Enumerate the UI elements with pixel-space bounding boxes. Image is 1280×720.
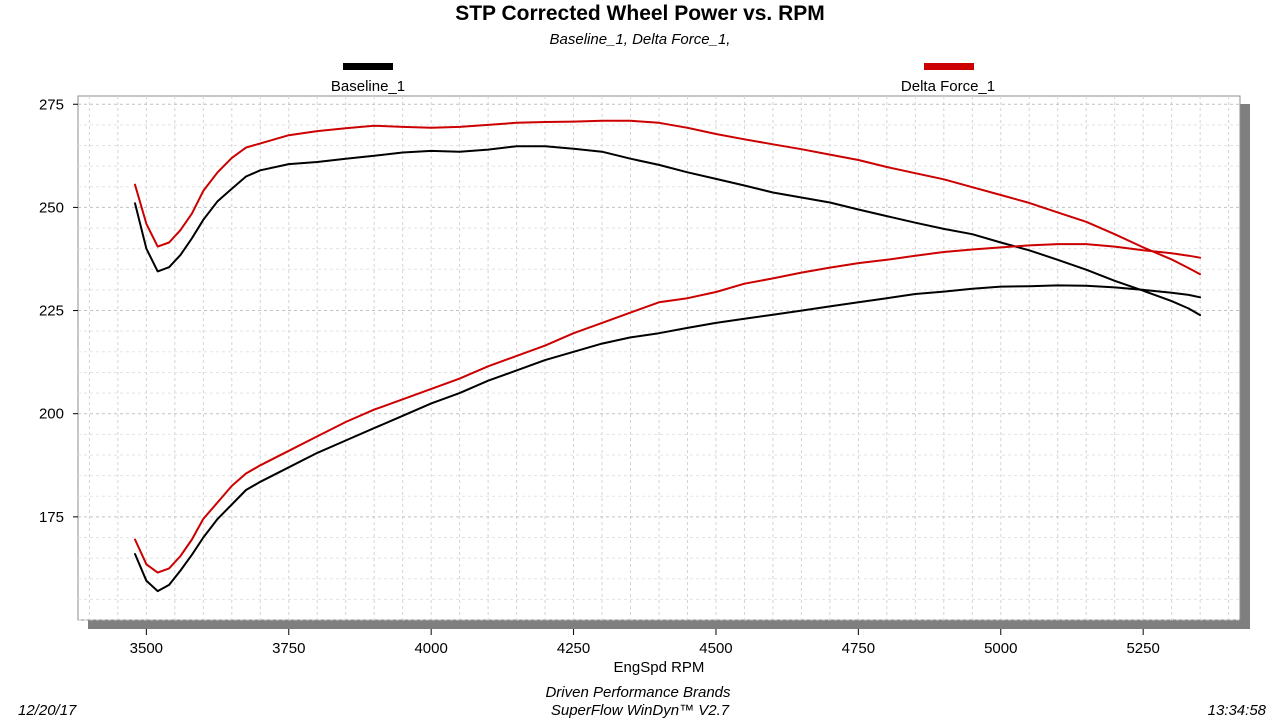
y-tick-label: 250: [39, 199, 64, 216]
legend-swatch-delta-force: [924, 63, 974, 70]
footer-date: 12/20/17: [18, 702, 77, 719]
y-tick-label: 225: [39, 303, 64, 320]
plot-shadow-right: [1240, 104, 1250, 629]
y-tick-label: 175: [39, 509, 64, 526]
x-tick-label: 3500: [130, 640, 163, 657]
x-tick-label: 5250: [1126, 640, 1159, 657]
x-tick-label: 4000: [414, 640, 447, 657]
series-line-baseline-1-power: [134, 284, 1202, 593]
plot-frame: [77, 95, 1241, 621]
x-tick-label: 4750: [842, 640, 875, 657]
legend-label-delta-force: Delta Force_1: [900, 78, 996, 95]
chart-subtitle: Baseline_1, Delta Force_1,: [549, 31, 731, 48]
x-tick-label: 4500: [699, 640, 732, 657]
x-tick-label: 4250: [557, 640, 590, 657]
y-tick-label: 200: [39, 406, 64, 423]
footer-software: SuperFlow WinDyn™ V2.7: [550, 702, 730, 719]
footer-time: 13:34:58: [1207, 702, 1266, 719]
x-tick-label: 5000: [984, 640, 1017, 657]
y-tick-label: 275: [39, 96, 64, 113]
legend-swatch-baseline: [343, 63, 393, 70]
series-line-delta-force-1-torque: [134, 119, 1202, 276]
footer-company: Driven Performance Brands: [545, 684, 731, 701]
legend-label-baseline: Baseline_1: [330, 78, 406, 95]
series-line-delta-force-1-power: [134, 243, 1202, 574]
chart-title: STP Corrected Wheel Power vs. RPM: [455, 2, 825, 25]
x-tick-label: 3750: [272, 640, 305, 657]
plot-shadow-bottom: [88, 620, 1250, 629]
x-axis-label: EngSpd RPM: [614, 659, 705, 676]
series-line-baseline-1-torque: [134, 145, 1202, 317]
